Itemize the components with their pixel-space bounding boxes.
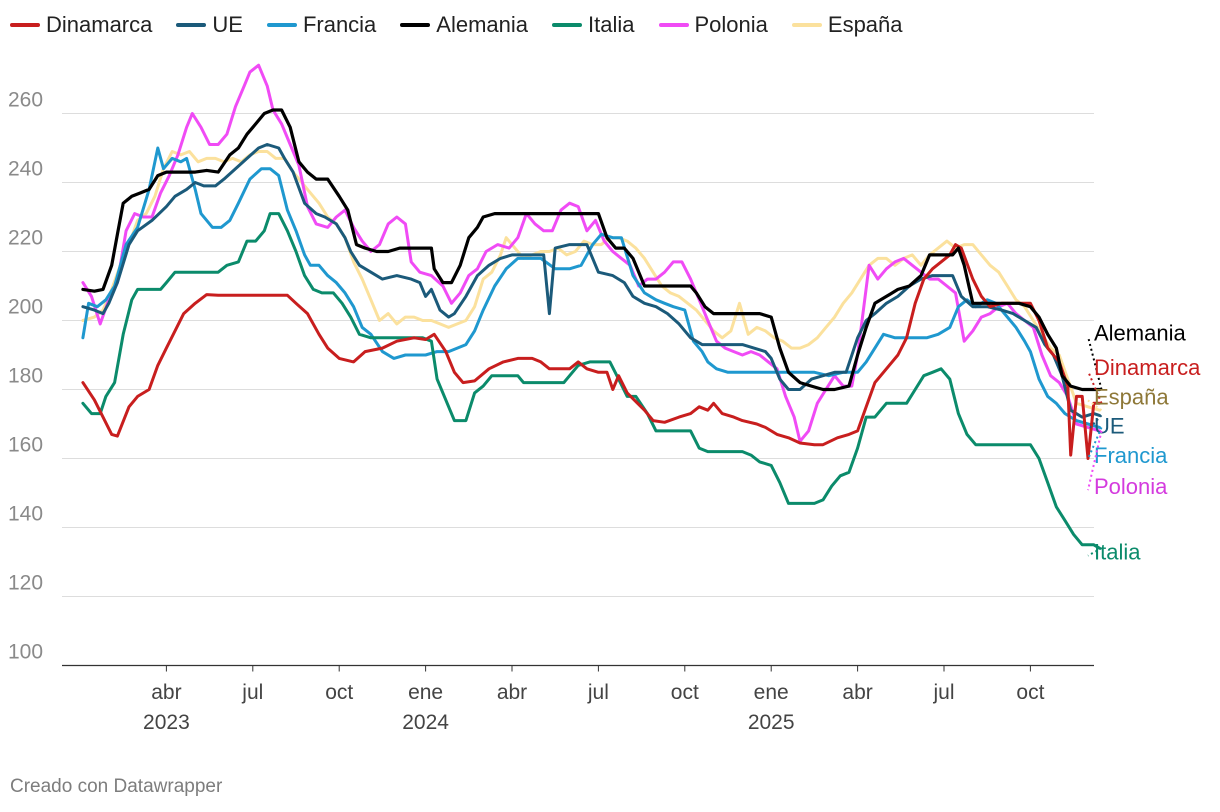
end-label-alemania: Alemania bbox=[1094, 321, 1186, 346]
y-tick-label: 160 bbox=[8, 434, 43, 457]
end-label-españa: España bbox=[1094, 384, 1169, 409]
leader-line-francia bbox=[1087, 427, 1103, 460]
y-axis: 100 120 140 160 180 200 220 240 260 bbox=[8, 89, 43, 664]
x-year-label: 2025 bbox=[748, 711, 795, 734]
series-line-polonia bbox=[81, 63, 1101, 443]
y-tick-label: 120 bbox=[8, 572, 43, 595]
series-line-francia bbox=[81, 146, 1101, 429]
x-tick-label: ene bbox=[408, 681, 443, 704]
legend-label: Italia bbox=[588, 12, 635, 37]
end-label-italia: Italia bbox=[1094, 540, 1141, 565]
end-label-francia: Francia bbox=[1094, 443, 1168, 468]
x-tick-label: jul bbox=[241, 681, 263, 704]
x-tick-label: abr bbox=[151, 681, 181, 704]
legend-item-alemania: Alemania bbox=[400, 12, 528, 38]
legend-item-francia: Francia bbox=[266, 12, 377, 38]
x-tick-label: abr bbox=[497, 681, 527, 704]
x-tick-label: oct bbox=[1016, 681, 1044, 704]
legend-label: UE bbox=[212, 12, 243, 37]
legend-label: Polonia bbox=[694, 12, 768, 37]
series-line-alemania bbox=[81, 108, 1102, 392]
credit-text: Creado con Datawrapper bbox=[10, 776, 223, 797]
series-line-italia bbox=[81, 212, 1101, 550]
legend-item-italia: Italia bbox=[552, 12, 635, 38]
series-line-dinamarca bbox=[81, 243, 1101, 460]
legend-swatch bbox=[552, 23, 583, 27]
end-label-polonia: Polonia bbox=[1094, 474, 1168, 499]
y-tick-label: 240 bbox=[8, 158, 43, 181]
y-tick-label: 100 bbox=[8, 641, 43, 664]
leader-line-ue bbox=[1087, 414, 1103, 431]
x-year-label: 2024 bbox=[402, 711, 449, 734]
x-tick-label: jul bbox=[932, 681, 954, 704]
leader-line-polonia bbox=[1087, 430, 1103, 491]
series-line-ue bbox=[81, 143, 1101, 419]
legend-label: Francia bbox=[302, 12, 377, 37]
x-axis: abr 2023 jul oct ene 2024 abr jul oct ene 2025 abr j… bbox=[143, 665, 1045, 734]
legend-item-ue: UE bbox=[176, 12, 243, 38]
series-lines bbox=[81, 63, 1102, 550]
x-tick-label: jul bbox=[587, 681, 609, 704]
y-tick-label: 260 bbox=[8, 89, 43, 112]
legend-swatch bbox=[266, 23, 297, 27]
x-year-label: 2023 bbox=[143, 711, 190, 734]
legend-item-polonia: Polonia bbox=[658, 12, 768, 38]
legend: Dinamarca UE Francia Alemania Italia Polonia E… bbox=[10, 12, 903, 38]
legend-swatch bbox=[400, 23, 431, 27]
legend-label: España bbox=[827, 12, 903, 37]
legend-label: Alemania bbox=[436, 12, 529, 37]
leader-line-dinamarca bbox=[1087, 370, 1103, 404]
y-tick-label: 180 bbox=[8, 365, 43, 388]
x-tick-label: abr bbox=[842, 681, 872, 704]
legend-item-dinamarca: Dinamarca bbox=[10, 12, 152, 38]
legend-swatch bbox=[658, 23, 689, 27]
legend-swatch bbox=[791, 23, 822, 27]
y-tick-label: 220 bbox=[8, 227, 43, 250]
grid-lines bbox=[62, 113, 1094, 667]
legend-label: Dinamarca bbox=[46, 12, 153, 37]
x-tick-label: ene bbox=[754, 681, 789, 704]
end-labels: Alemania Dinamarca España UE Francia Polonia I… bbox=[1087, 321, 1201, 565]
leader-line-alemania bbox=[1087, 336, 1103, 390]
legend-swatch bbox=[176, 23, 207, 27]
end-label-dinamarca: Dinamarca bbox=[1094, 355, 1201, 380]
y-tick-label: 140 bbox=[8, 503, 43, 526]
y-tick-label: 200 bbox=[8, 296, 43, 319]
x-tick-label: oct bbox=[325, 681, 353, 704]
legend-item-españa: España bbox=[791, 12, 903, 38]
x-tick-label: oct bbox=[671, 681, 699, 704]
end-label-ue: UE bbox=[1094, 414, 1125, 439]
legend-swatch bbox=[10, 23, 40, 27]
